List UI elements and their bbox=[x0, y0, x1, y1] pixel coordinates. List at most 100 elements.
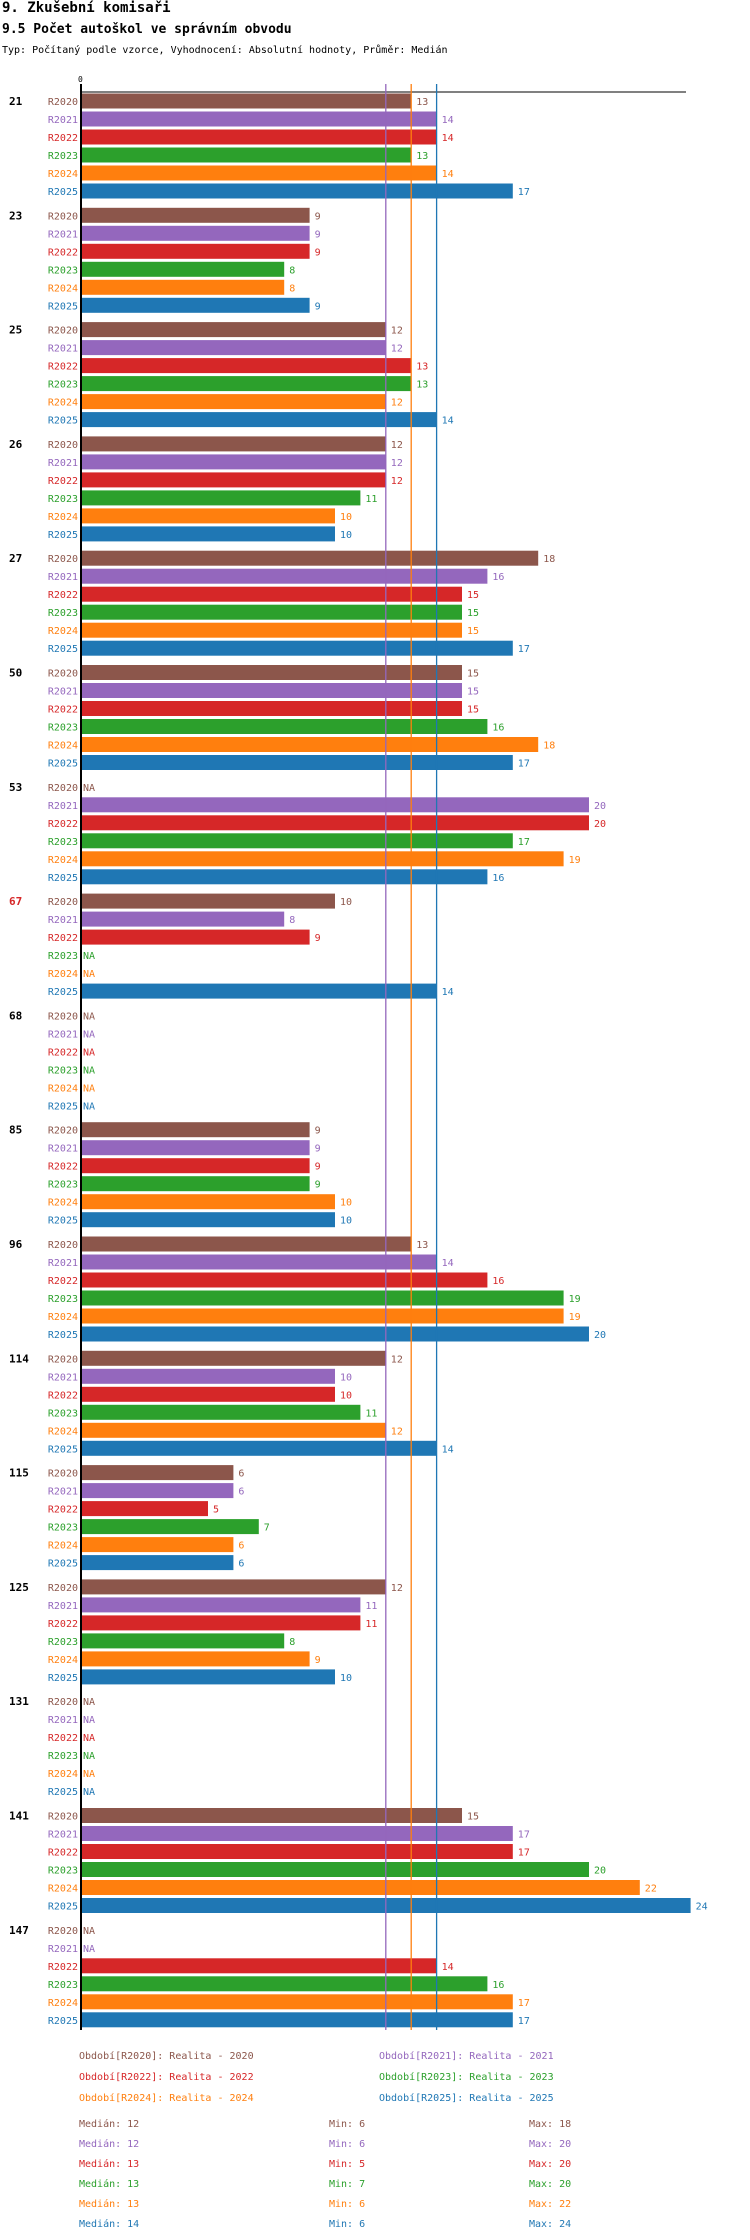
series-row-label: R2025 bbox=[48, 1216, 78, 1227]
bar-value-label: 6 bbox=[238, 1559, 244, 1570]
series-row-label: R2023 bbox=[48, 380, 78, 391]
series-row-label: R2023 bbox=[48, 1523, 78, 1534]
series-row-label: R2022 bbox=[48, 1390, 78, 1401]
series-row-label: R2025 bbox=[48, 187, 78, 198]
bar-value-label: 17 bbox=[518, 1998, 530, 2009]
bar-r2022 bbox=[81, 1958, 437, 1974]
series-row-label: R2023 bbox=[48, 1980, 78, 1991]
bar-r2020 bbox=[81, 893, 335, 909]
series-row-label: R2024 bbox=[48, 855, 78, 866]
bar-r2025 bbox=[81, 183, 513, 199]
bar-r2024 bbox=[81, 1537, 234, 1553]
series-row-label: R2020 bbox=[48, 1240, 78, 1251]
bar-value-label: 9 bbox=[315, 933, 321, 944]
stat-max: Max: 24 bbox=[529, 2219, 571, 2230]
bar-value-label: 17 bbox=[518, 2016, 530, 2027]
series-row-label: R2020 bbox=[48, 1697, 78, 1708]
series-row-label: R2021 bbox=[48, 572, 78, 583]
bar-r2021 bbox=[81, 683, 462, 698]
series-row-label: R2023 bbox=[48, 265, 78, 276]
bar-value-label: 15 bbox=[467, 669, 479, 680]
series-row-label: R2021 bbox=[48, 1715, 78, 1726]
bar-value-label: 12 bbox=[391, 398, 403, 409]
bar-r2021 bbox=[81, 797, 589, 813]
bar-value-label: 19 bbox=[569, 1294, 581, 1305]
group-label: 50 bbox=[9, 667, 22, 680]
bar-r2024 bbox=[81, 165, 437, 181]
bar-value-label: 20 bbox=[594, 1866, 606, 1877]
bar-value-label: 24 bbox=[696, 1902, 708, 1913]
series-row-label: R2023 bbox=[48, 494, 78, 505]
group-label: 68 bbox=[9, 1009, 22, 1022]
stat-median: Medián: 12 bbox=[79, 2138, 139, 2150]
stat-min: Min: 6 bbox=[329, 2139, 365, 2150]
group-label: 25 bbox=[9, 324, 22, 337]
bar-value-label: 16 bbox=[492, 873, 504, 884]
bar-r2023 bbox=[81, 833, 513, 849]
bar-r2022 bbox=[81, 1158, 310, 1174]
bar-value-label: 13 bbox=[416, 1240, 428, 1251]
series-row-label: R2023 bbox=[48, 837, 78, 848]
bar-value-label: 8 bbox=[289, 283, 295, 294]
na-label: NA bbox=[83, 1733, 95, 1744]
bar-value-label: 20 bbox=[594, 801, 606, 812]
series-row-label: R2025 bbox=[48, 416, 78, 427]
bar-value-label: 17 bbox=[518, 1848, 530, 1859]
bar-r2021 bbox=[81, 1254, 437, 1270]
bar-r2020 bbox=[81, 93, 412, 109]
bar-value-label: 12 bbox=[391, 458, 403, 469]
series-row-label: R2022 bbox=[48, 1276, 78, 1287]
bar-value-label: 17 bbox=[518, 187, 530, 198]
na-label: NA bbox=[83, 1751, 95, 1762]
series-row-label: R2020 bbox=[48, 554, 78, 565]
bar-value-label: 17 bbox=[518, 759, 530, 770]
bar-value-label: 16 bbox=[492, 572, 504, 583]
bar-r2023 bbox=[81, 1404, 361, 1420]
group-label: 27 bbox=[9, 552, 22, 565]
bar-r2021 bbox=[81, 1597, 361, 1613]
series-row-label: R2024 bbox=[48, 741, 78, 752]
x-tick-label: 0 bbox=[78, 75, 83, 84]
na-label: NA bbox=[83, 1697, 95, 1708]
group-label: 67 bbox=[9, 895, 22, 908]
bar-value-label: 6 bbox=[238, 1541, 244, 1552]
series-row-label: R2025 bbox=[48, 873, 78, 884]
bar-value-label: 8 bbox=[289, 265, 295, 276]
bar-value-label: 15 bbox=[467, 590, 479, 601]
legend-item: Období[R2025]: Realita - 2025 bbox=[379, 2092, 554, 2104]
bar-value-label: 12 bbox=[391, 326, 403, 337]
bar-value-label: 19 bbox=[569, 1312, 581, 1323]
bar-value-label: 15 bbox=[467, 626, 479, 637]
series-row-label: R2025 bbox=[48, 301, 78, 312]
bar-value-label: 15 bbox=[467, 687, 479, 698]
bar-r2025 bbox=[81, 1555, 234, 1571]
series-row-label: R2022 bbox=[48, 1047, 78, 1058]
group-label: 131 bbox=[9, 1695, 29, 1708]
bar-value-label: 9 bbox=[315, 1655, 321, 1666]
series-row-label: R2023 bbox=[48, 151, 78, 162]
bar-r2024 bbox=[81, 279, 285, 295]
na-label: NA bbox=[83, 1769, 95, 1780]
na-label: NA bbox=[83, 783, 95, 794]
group-label: 115 bbox=[9, 1467, 29, 1480]
bar-value-label: 6 bbox=[238, 1469, 244, 1480]
bar-r2025 bbox=[81, 1326, 589, 1342]
series-row-label: R2021 bbox=[48, 1258, 78, 1269]
series-row-label: R2022 bbox=[48, 1162, 78, 1173]
series-row-label: R2023 bbox=[48, 608, 78, 619]
page-subtitle: 9.5 Počet autoškol ve správním obvodu bbox=[2, 22, 292, 37]
legend-item: Období[R2021]: Realita - 2021 bbox=[379, 2050, 554, 2062]
series-row-label: R2023 bbox=[48, 1751, 78, 1762]
series-row-label: R2023 bbox=[48, 951, 78, 962]
series-row-label: R2020 bbox=[48, 1469, 78, 1480]
series-row-label: R2024 bbox=[48, 1884, 78, 1895]
group-label: 53 bbox=[9, 781, 22, 794]
bar-r2022 bbox=[81, 1844, 513, 1859]
series-row-label: R2023 bbox=[48, 1180, 78, 1191]
series-row-label: R2021 bbox=[48, 115, 78, 126]
group-label: 114 bbox=[9, 1352, 29, 1365]
bar-value-label: 20 bbox=[594, 819, 606, 830]
series-row-label: R2021 bbox=[48, 1487, 78, 1498]
stat-median: Medián: 13 bbox=[79, 2178, 139, 2190]
